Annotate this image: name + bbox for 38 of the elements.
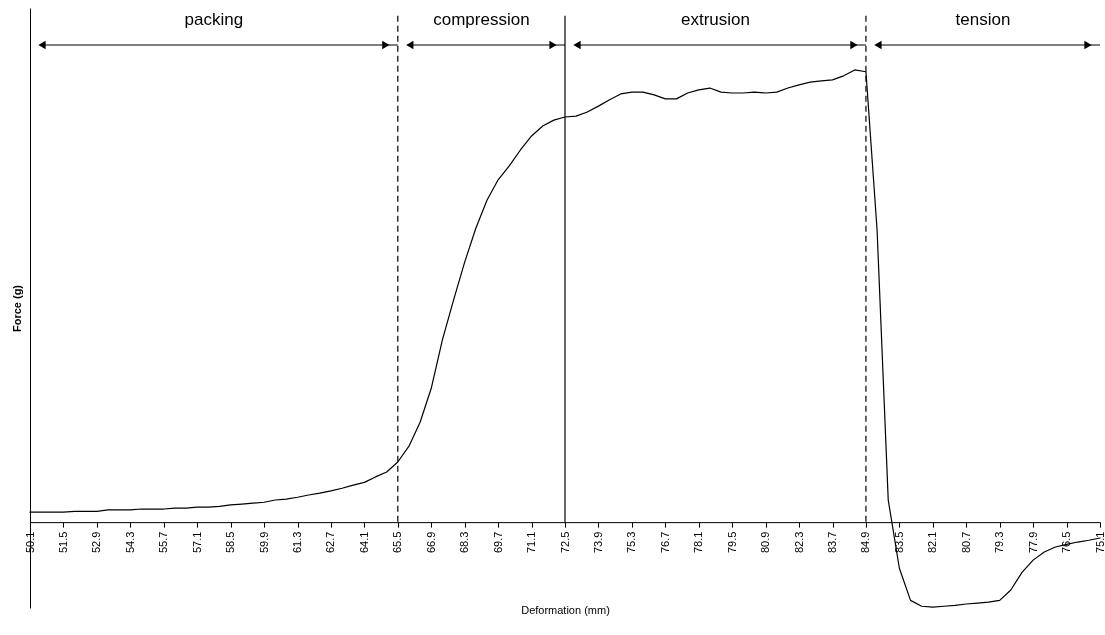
x-tick-label: 76.5 bbox=[1060, 531, 1073, 554]
x-tick-label: 82.3 bbox=[792, 531, 805, 554]
x-tick-label: 78.1 bbox=[692, 531, 705, 554]
x-tick-label: 52.9 bbox=[90, 531, 103, 554]
y-axis-title: Force (g) bbox=[10, 284, 23, 333]
x-tick-label: 84.9 bbox=[859, 531, 872, 554]
x-tick-label: 66.9 bbox=[424, 531, 437, 554]
text: compression bbox=[433, 10, 530, 29]
x-tick-label: 73.9 bbox=[591, 531, 604, 554]
x-tick-label: 72.5 bbox=[558, 531, 571, 554]
x-tick-label: 51.5 bbox=[56, 531, 69, 554]
x-axis-title: Deformation (mm) bbox=[521, 604, 610, 617]
x-tick-label: 75.1 bbox=[1093, 531, 1105, 554]
x-tick-label: 54.3 bbox=[123, 531, 136, 554]
x-tick-label: 59.9 bbox=[257, 531, 270, 554]
x-tick-label: 83.7 bbox=[826, 531, 838, 554]
text: tension bbox=[955, 10, 1011, 29]
x-tick-label: 79.5 bbox=[725, 531, 738, 554]
x-tick-label: 76.7 bbox=[658, 531, 671, 554]
x-tick-label: 68.3 bbox=[458, 531, 471, 554]
x-tick-label: 69.7 bbox=[491, 531, 504, 554]
x-tick-label: 65.5 bbox=[391, 531, 404, 554]
x-tick-label: 57.1 bbox=[190, 531, 203, 554]
text: extrusion bbox=[680, 10, 750, 29]
x-tick-label: 80.7 bbox=[959, 531, 972, 554]
x-tick-label: 55.7 bbox=[157, 531, 170, 554]
x-tick-label: 62.7 bbox=[324, 531, 337, 554]
x-tick-label: 80.9 bbox=[759, 531, 772, 554]
x-tick-label: 58.5 bbox=[224, 531, 237, 554]
x-tick-label: 75.3 bbox=[625, 531, 638, 554]
x-tick-label: 83.5 bbox=[892, 531, 905, 554]
x-tick-label: 77.9 bbox=[1026, 531, 1039, 554]
x-tick-label: 82.1 bbox=[926, 531, 939, 554]
x-tick-label: 79.3 bbox=[993, 531, 1006, 554]
x-tick-label: 64.1 bbox=[357, 531, 370, 554]
x-tick-label: 61.3 bbox=[291, 531, 303, 554]
text: packing bbox=[184, 10, 244, 29]
x-tick-label: 71.1 bbox=[525, 531, 538, 554]
